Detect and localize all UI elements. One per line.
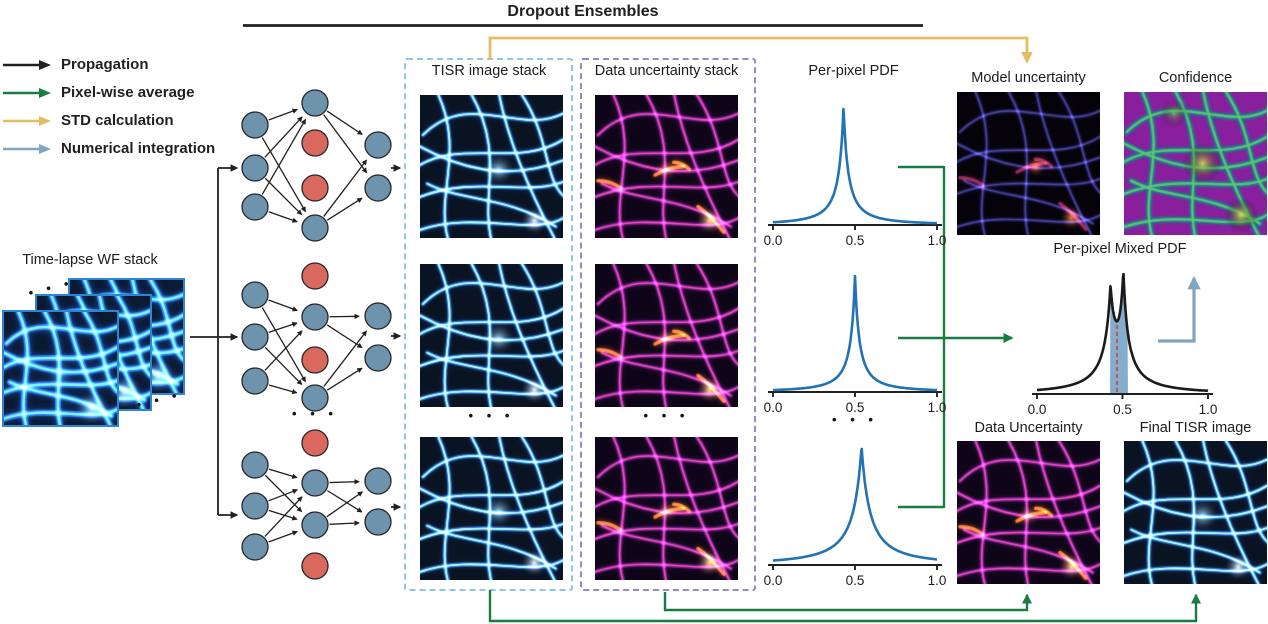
tick-label: 1.0	[928, 573, 947, 588]
dropout-node	[301, 262, 329, 290]
final-tisr-image	[1124, 441, 1267, 584]
legend-label: Pixel-wise average	[61, 84, 195, 101]
tisr-image-3	[420, 437, 563, 580]
per-pixel-pdf-plot-3: 0.0 0.5 1.0	[764, 447, 947, 588]
input-node	[241, 323, 269, 351]
dropout-node	[301, 174, 329, 202]
network-ellipsis: • • •	[292, 406, 338, 421]
pixel-average-arrow-icon	[3, 87, 51, 98]
data-uncertainty-label: Data Uncertainty	[974, 420, 1083, 436]
output-node	[364, 131, 392, 159]
input-node	[241, 111, 269, 139]
tisr-ellipsis: • • •	[468, 408, 515, 423]
integration-shade	[1110, 274, 1128, 394]
tick-label: 0.5	[1113, 402, 1132, 417]
tick-label: 1.0	[1199, 402, 1218, 417]
hidden-node	[301, 303, 329, 331]
tisr-image-1	[420, 95, 563, 238]
figure-title: Dropout Ensembles	[507, 3, 659, 20]
input-node	[241, 193, 269, 221]
legend: Propagation Pixel-wise average STD calcu…	[2, 54, 215, 159]
legend-label: STD calculation	[61, 112, 174, 129]
per-pixel-pdf-plot-2: 0.0 0.5 1.0	[764, 274, 946, 415]
output-node	[364, 302, 392, 330]
input-node	[241, 154, 269, 182]
numerical-integration-connector	[1158, 275, 1201, 343]
final-tisr-label: Final TISR image	[1139, 420, 1252, 436]
model-uncertainty-label: Model uncertainty	[971, 70, 1086, 86]
tick-label: 0.5	[846, 573, 865, 588]
input-node	[241, 367, 269, 395]
legend-item-propagation: Propagation	[2, 54, 215, 75]
output-node	[364, 344, 392, 372]
neural-network-2	[241, 262, 392, 412]
neural-networks	[241, 89, 392, 580]
model-uncertainty-image	[957, 92, 1100, 235]
pdf-ellipsis: • • •	[832, 412, 878, 427]
legend-item-numerical-integration: Numerical integration	[2, 138, 215, 159]
legend-item-pixel-wise-average: Pixel-wise average	[2, 82, 215, 103]
hidden-node	[301, 511, 329, 539]
uncertainty-stack-label: Data uncertainty stack	[594, 63, 739, 79]
tick-label: 0.0	[764, 573, 783, 588]
output-node	[364, 174, 392, 202]
input-node	[241, 533, 269, 561]
uncertainty-image-3	[595, 437, 738, 580]
tick-label: 1.0	[928, 233, 947, 248]
tick-label: 0.0	[1028, 402, 1047, 417]
hidden-node	[301, 89, 329, 117]
legend-label: Propagation	[61, 56, 149, 73]
dropout-node	[301, 429, 329, 457]
per-pixel-pdf-plot-1: 0.0 0.5 1.0	[764, 107, 947, 248]
output-node	[364, 508, 392, 536]
neural-network-1	[241, 89, 392, 242]
uncertainty-ellipsis: • • •	[643, 408, 690, 423]
dropout-node	[301, 552, 329, 580]
tisr-stack-label: TISR image stack	[431, 63, 547, 79]
uncertainty-image-1	[595, 95, 738, 238]
tick-label: 0.5	[846, 233, 865, 248]
data-uncertainty-image	[957, 441, 1100, 584]
hidden-node	[301, 214, 329, 242]
tisr-image-2	[420, 264, 563, 407]
bottom-average-connectors	[488, 590, 1202, 623]
confidence-image	[1124, 92, 1267, 235]
legend-label: Numerical integration	[61, 140, 216, 157]
dropout-node	[301, 129, 329, 157]
integration-arrow-icon	[3, 143, 51, 154]
dropout-node	[301, 346, 329, 374]
mixed-pdf-label: Per-pixel Mixed PDF	[1053, 241, 1187, 257]
confidence-label: Confidence	[1158, 70, 1233, 86]
input-node	[241, 451, 269, 479]
wf-stack-label: Time-lapse WF stack	[22, 252, 158, 268]
tick-label: 0.0	[764, 233, 783, 248]
tisr-stack-box	[404, 58, 573, 591]
pdf-column-label: Per-pixel PDF	[808, 63, 899, 79]
output-node	[364, 467, 392, 495]
input-node	[241, 281, 269, 309]
propagation-connectors	[190, 164, 402, 519]
neural-network-3	[241, 429, 392, 580]
propagation-arrow-icon	[3, 59, 51, 70]
input-node	[241, 492, 269, 520]
legend-item-std-calculation: STD calculation	[2, 110, 215, 131]
std-arrow-icon	[3, 115, 51, 126]
wf-image-front	[2, 310, 119, 427]
mixed-pdf-plot: 0.0 0.5 1.0	[1028, 272, 1218, 417]
uncertainty-image-2	[595, 264, 738, 407]
hidden-node	[301, 469, 329, 497]
